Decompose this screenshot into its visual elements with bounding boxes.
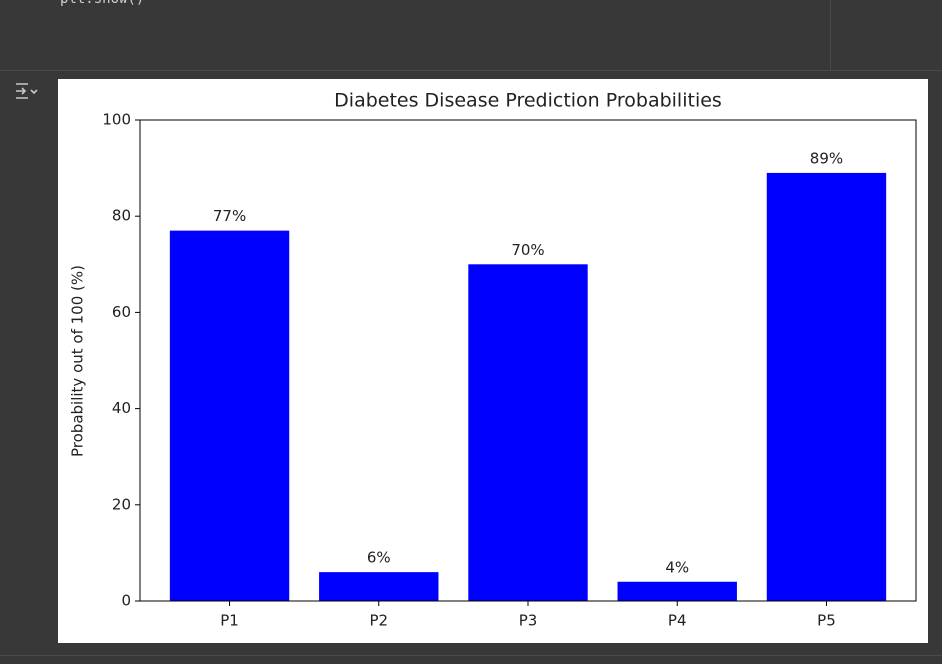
value-label: 6% bbox=[367, 549, 391, 567]
plot-frame bbox=[139, 119, 917, 602]
cell-border bbox=[0, 655, 942, 656]
value-label: 77% bbox=[213, 207, 246, 225]
bar bbox=[766, 172, 887, 601]
value-label: 89% bbox=[810, 149, 843, 167]
x-tick-label: P5 bbox=[817, 612, 836, 630]
output-toggle-icon[interactable] bbox=[14, 81, 40, 103]
chart-title: Diabetes Disease Prediction Probabilitie… bbox=[334, 90, 722, 112]
x-tick-label: P1 bbox=[220, 612, 239, 630]
cell-gutter bbox=[831, 0, 942, 71]
y-axis-label: Probability out of 100 (%) bbox=[69, 265, 87, 457]
value-label: 70% bbox=[511, 241, 544, 259]
x-tick-label: P2 bbox=[369, 612, 388, 630]
x-tick-label: P4 bbox=[668, 612, 687, 630]
y-tick-label: 0 bbox=[121, 592, 131, 610]
bar bbox=[169, 230, 290, 601]
y-tick-label: 80 bbox=[112, 207, 131, 225]
value-label: 4% bbox=[665, 558, 689, 576]
bar bbox=[319, 572, 439, 601]
y-tick-label: 40 bbox=[112, 399, 131, 417]
bar bbox=[617, 581, 737, 601]
bar bbox=[468, 264, 588, 601]
chart: Diabetes Disease Prediction Probabilitie… bbox=[58, 79, 928, 643]
code-cell[interactable]: plt.show() bbox=[0, 0, 831, 71]
code-line: plt.show() bbox=[60, 0, 144, 7]
y-tick-label: 20 bbox=[112, 495, 131, 513]
x-tick-label: P3 bbox=[519, 612, 538, 630]
y-tick-label: 100 bbox=[102, 111, 131, 129]
y-tick-label: 60 bbox=[112, 303, 131, 321]
